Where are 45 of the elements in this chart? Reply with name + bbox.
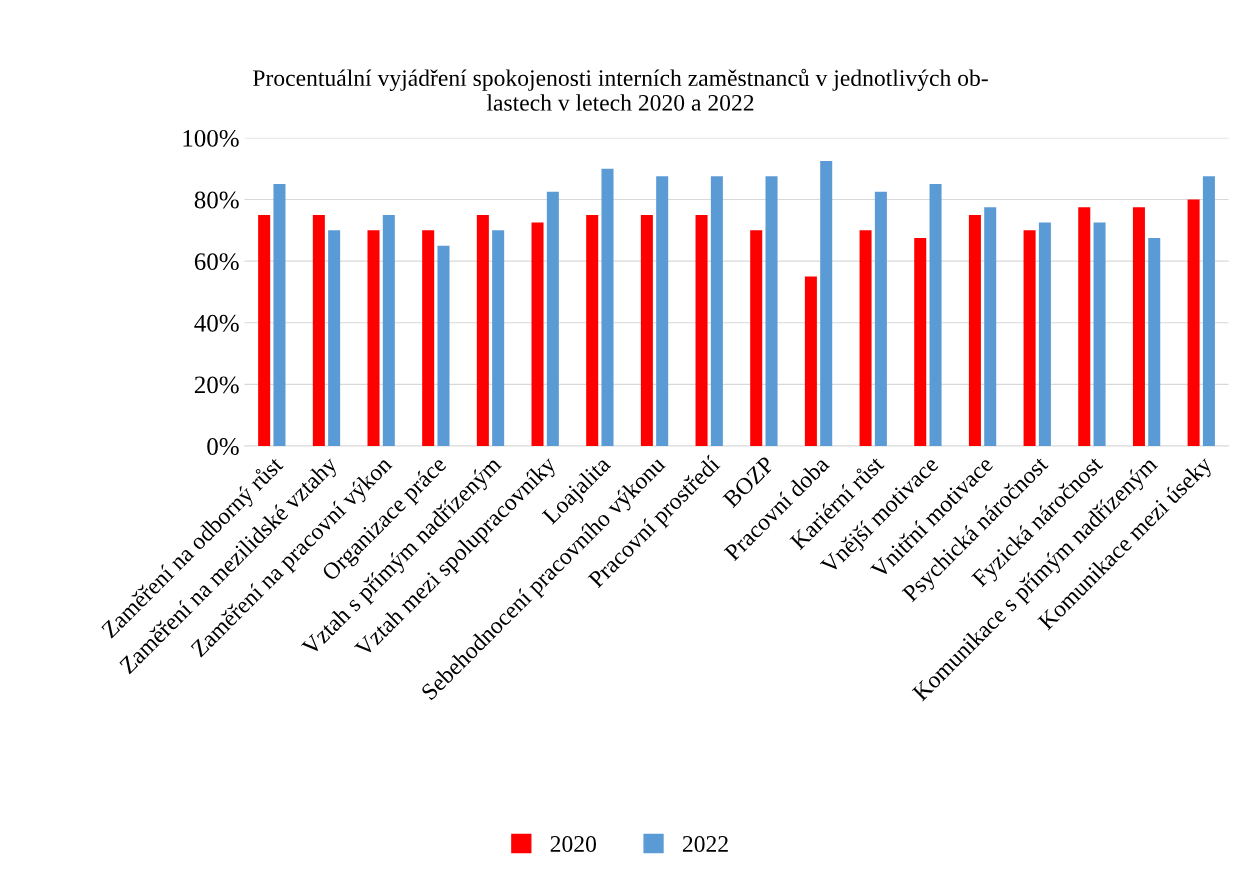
bar: [1078, 207, 1091, 447]
bar: [656, 176, 669, 447]
bar: [859, 230, 872, 447]
legend-label: 2020: [550, 836, 596, 852]
bar: [640, 214, 653, 447]
bar: [695, 214, 708, 447]
bar: [929, 184, 942, 447]
bar: [1187, 199, 1200, 447]
bar: [1202, 176, 1215, 447]
y-tick-label: 80%: [194, 191, 239, 209]
bar: [1038, 222, 1051, 447]
bar: [382, 214, 395, 447]
bar: [422, 230, 435, 447]
bar: [601, 168, 614, 447]
y-tick-label: 100%: [183, 129, 239, 147]
bar: [328, 230, 341, 447]
bar: [750, 230, 763, 447]
bar: [258, 214, 271, 447]
bar: [492, 230, 505, 447]
legend-label: 2022: [682, 836, 728, 852]
bar: [1093, 222, 1106, 447]
bar: [476, 214, 489, 447]
bar: [586, 214, 599, 447]
bar: [1132, 207, 1145, 447]
bar: [984, 207, 997, 447]
bar: [273, 184, 286, 447]
chart-title: Procentuální vyjádření spokojenosti interních zaměstnanců v jednotlivých ob- lastech v letech 2020 a 2022: [253, 68, 988, 111]
bar: [874, 191, 887, 447]
bar: [914, 238, 927, 447]
y-tick-label: 40%: [194, 314, 239, 332]
bar: [1023, 230, 1036, 447]
bar: [367, 230, 380, 447]
bar: [437, 245, 450, 447]
bar: [546, 191, 559, 447]
bar: [312, 214, 325, 447]
bar: [968, 214, 981, 447]
y-tick-label: 60%: [194, 253, 239, 271]
bar: [710, 176, 723, 447]
bar: [804, 276, 817, 447]
bar: [765, 176, 778, 447]
y-tick-label: 20%: [194, 376, 239, 394]
bar: [820, 160, 833, 447]
bar: [1148, 238, 1161, 447]
bar: [531, 222, 544, 447]
y-tick-label: 0%: [207, 438, 239, 456]
